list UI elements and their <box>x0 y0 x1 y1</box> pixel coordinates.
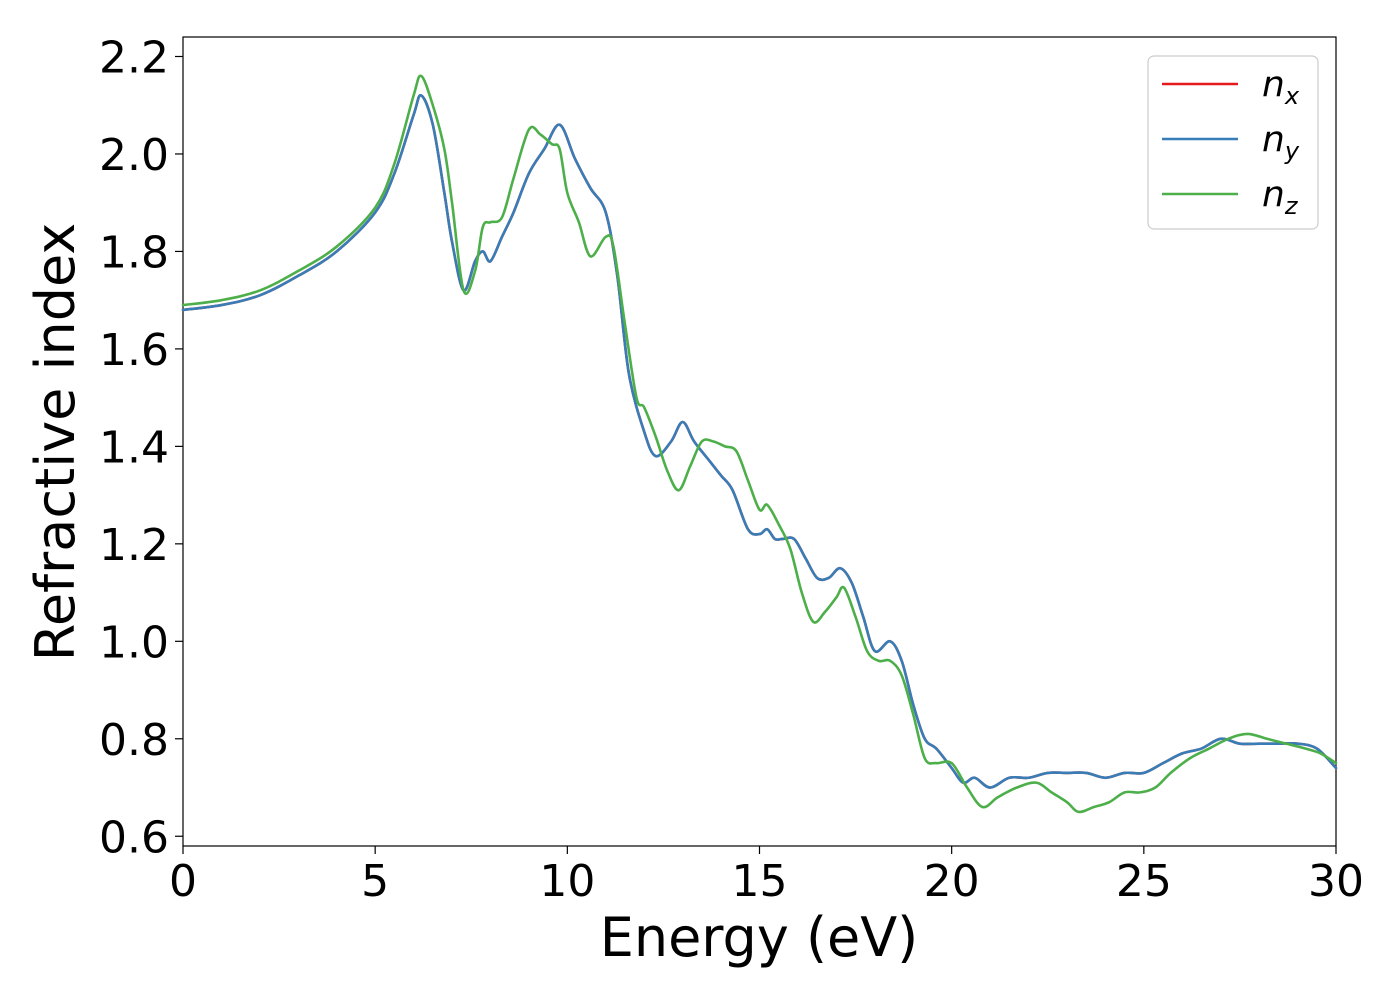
y-axis-ticks: 0.6 0.8 1.0 1.2 1.4 1.6 1.8 2.0 2.2 <box>99 32 183 863</box>
y-tick-label: 1.8 <box>99 227 169 278</box>
y-tick-label: 1.0 <box>99 617 169 668</box>
y-tick-label: 0.8 <box>99 715 169 766</box>
x-axis-ticks: 0 5 10 15 20 25 30 <box>169 846 1364 907</box>
x-tick-label: 20 <box>924 856 980 907</box>
y-tick-label: 0.6 <box>99 812 169 863</box>
legend: nx ny nz <box>1147 55 1319 230</box>
y-tick-label: 1.4 <box>99 422 169 473</box>
x-tick-label: 15 <box>732 856 788 907</box>
legend-label-nx: nx <box>1262 64 1300 110</box>
series-group <box>181 74 1338 814</box>
plot-frame <box>182 36 1337 847</box>
y-tick-label: 1.2 <box>99 520 169 571</box>
legend-label-nz: nz <box>1262 174 1299 220</box>
x-tick-label: 10 <box>539 856 595 907</box>
series-line-nz <box>181 74 1338 814</box>
y-tick-label: 2.2 <box>99 32 169 83</box>
y-axis-title: Refractive index <box>24 223 87 662</box>
y-tick-label: 2.0 <box>99 130 169 181</box>
y-tick-label: 1.6 <box>99 325 169 376</box>
x-tick-label: 25 <box>1116 856 1172 907</box>
legend-box <box>1147 55 1319 230</box>
x-tick-label: 5 <box>361 856 389 907</box>
x-tick-label: 30 <box>1308 856 1364 907</box>
x-axis-title: Energy (eV) <box>600 906 919 969</box>
x-tick-label: 0 <box>169 856 197 907</box>
legend-label-ny: ny <box>1262 119 1300 165</box>
